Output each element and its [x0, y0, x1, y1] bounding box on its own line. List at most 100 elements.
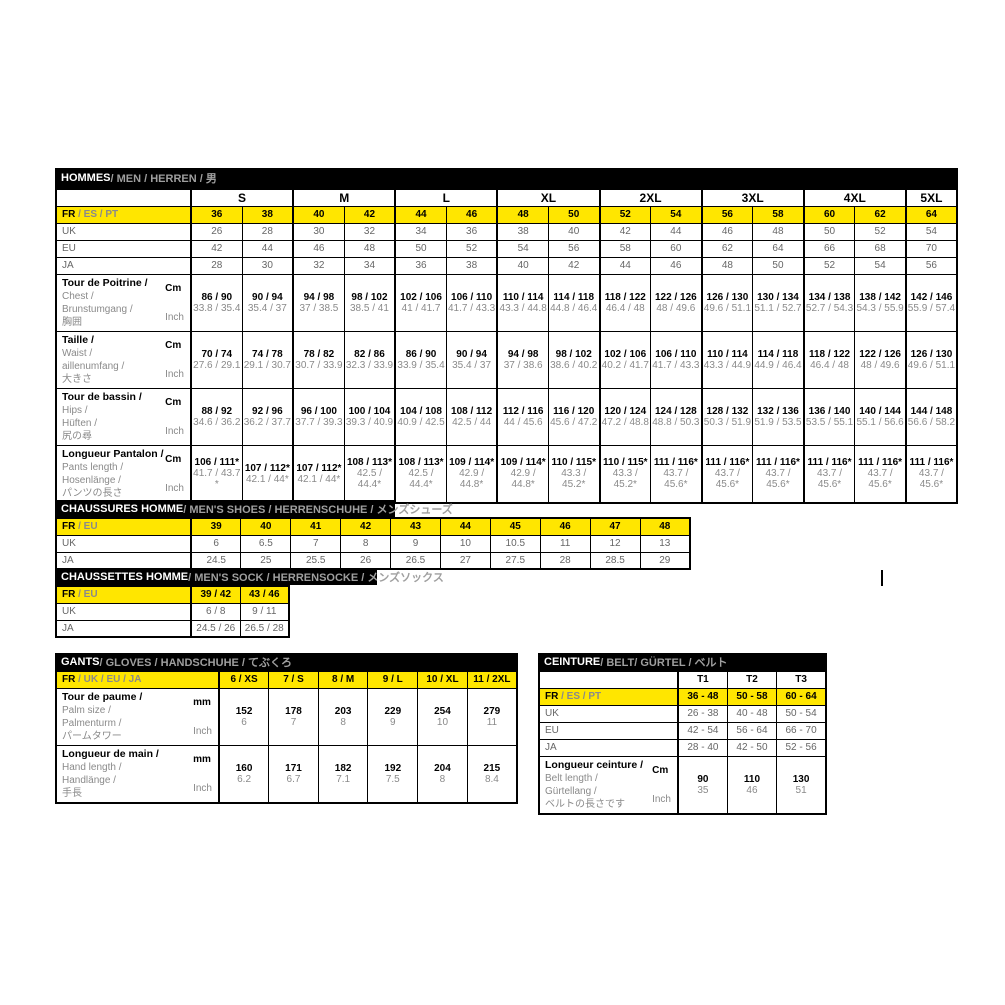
row-label-text: JA	[62, 622, 74, 634]
value-top: 215	[483, 762, 501, 774]
measurement-values: 152 6	[221, 698, 268, 736]
measurement-cell: 134 / 138 52.7 / 54.3	[802, 273, 856, 332]
measurement-values: 106 / 110 41.7 / 43.3	[447, 284, 496, 322]
shoes-size-table: FR / EU 39 40 41 42 43 44 45 46 47 48 UK 6 6.5 7 8 9 10 10…	[55, 517, 691, 570]
value-top: 111 / 116*	[807, 457, 852, 468]
measurement-values: 171 6.7	[270, 755, 318, 793]
measurement-values: 126 / 130 49.6 / 51.1	[704, 284, 752, 322]
value-bottom: 43.3 / 44.8	[499, 302, 547, 314]
measurement-values: 111 / 116* 43.7 / 45.6*	[806, 449, 854, 498]
value-cell: 44	[439, 517, 491, 536]
measurement-cell: 110 / 114 43.3 / 44.9	[700, 330, 754, 389]
value-top: 111 / 116*	[705, 457, 750, 468]
value-top: 88 / 92	[201, 405, 233, 417]
label-line: Tour de bassin /	[62, 390, 142, 403]
measurement-label: Longueur ceinture / Belt length / Gürtella…	[538, 755, 679, 814]
value-top: 118 / 122	[808, 348, 851, 360]
socks-title-sub: / MEN'S SOCK / HERRENSOCKE / メンズソックス	[188, 571, 444, 584]
measurement-values: 118 / 122 46.4 / 48	[602, 284, 650, 322]
value-top: 96 / 100	[300, 405, 337, 417]
value-cell: 66 - 70	[776, 721, 827, 740]
value-cell: 36	[394, 256, 447, 275]
measurement-cell: 109 / 114* 42.9 / 44.8*	[496, 444, 549, 503]
label-line: 手長	[62, 787, 82, 799]
measurement-values: 70 / 74 27.6 / 29.1	[193, 341, 241, 379]
measurement-cell: 229 9	[367, 687, 419, 746]
measurement-values: 136 / 140 53.5 / 55.1	[806, 398, 854, 436]
measurement-values: 229 9	[369, 698, 417, 736]
value-bottom: 41.7 / 43.3	[652, 359, 700, 371]
value-cell: 40 - 48	[726, 704, 778, 723]
value-cell: 66	[802, 239, 856, 258]
value-bottom: 10	[436, 716, 449, 728]
measurement-label: Longueur Pantalon / Pants length / Hosenlä…	[55, 444, 192, 503]
table-row: FR / ES / PT 36 - 48 50 - 58 60 - 64	[538, 687, 827, 706]
value-top: 152	[235, 705, 253, 717]
value-bottom: 44 / 45.6	[503, 416, 543, 428]
value-bottom: 30.7 / 33.9	[295, 359, 343, 371]
measurement-cell: 86 / 90 33.9 / 35.4	[394, 330, 447, 389]
value-bottom: 40.2 / 41.7	[601, 359, 649, 371]
value-cell: 40	[240, 517, 292, 536]
men-table-section: HOMMES / MEN / HERREN / 男 S M L XL 2XL 3XL 4XL…	[55, 168, 958, 504]
measurement-values: 215 8.4	[468, 755, 516, 793]
value-top: 107 / 112*	[296, 462, 342, 474]
measurement-cell: 114 / 118 44.9 / 46.4	[752, 330, 805, 389]
value-top: 130	[792, 773, 810, 785]
measurement-values: 106 / 110 41.7 / 43.3	[652, 341, 701, 379]
value-bottom: 6.2	[237, 773, 252, 785]
row-label: FR / EU	[55, 585, 192, 604]
value-bottom: 43.3 / 44.9	[703, 359, 752, 371]
value-cell: 50 - 58	[726, 687, 778, 706]
value-bottom: 46.4 / 48	[810, 359, 849, 371]
value-cell: 42 - 54	[676, 721, 728, 740]
measurement-values: 110 / 114 43.3 / 44.8	[499, 284, 547, 322]
value-top: 108 / 113*	[346, 457, 392, 468]
label-line: 大きさ	[62, 373, 92, 385]
belt-title: CEINTURE	[544, 655, 601, 668]
unit-top: Cm	[165, 396, 182, 408]
measurement-label: Tour de paume / Palm size / Palmenturm / パー…	[55, 687, 220, 746]
value-top: 144 / 148	[910, 405, 953, 417]
value-cell: 42	[547, 256, 601, 275]
belt-size-table: T1 T2 T3 FR / ES / PT 36 - 48 50 - 58 60 - 64 U…	[538, 670, 827, 815]
measurement-row: Tour de paume / Palm size / Palmenturm / パー…	[55, 687, 518, 746]
men-title-bar: HOMMES / MEN / HERREN / 男	[55, 168, 958, 188]
measurement-values: 111 / 116* 43.7 / 45.6*	[908, 449, 956, 498]
label-line: パンツの長さ	[62, 487, 123, 499]
size-group-header: 5XL	[904, 188, 958, 207]
measurement-cell: 215 8.4	[466, 744, 518, 803]
row-label-sub: / UK / EU / JA	[75, 674, 142, 686]
measurement-cell: 106 / 110 41.7 / 43.3	[650, 330, 703, 389]
measurement-row: Longueur Pantalon / Pants length / Hosenlä…	[55, 444, 958, 503]
value-cell: 10 / XL	[417, 670, 468, 689]
value-top: 94 / 98	[507, 348, 539, 360]
value-top: 136 / 140	[808, 405, 851, 417]
unit-labels: Cm Inch	[165, 446, 184, 502]
value-bottom: 35.4 / 37	[247, 302, 287, 314]
value-top: 110 / 115*	[551, 457, 596, 468]
unit-bottom: Inch	[165, 482, 184, 494]
row-label: UK	[55, 222, 192, 241]
measurement-cell: 203 8	[317, 687, 369, 746]
socks-table-section: CHAUSSETTES HOMME / MEN'S SOCK / HERRENS…	[55, 568, 444, 638]
value-cell: 9 / 11	[239, 602, 290, 621]
row-label: FR / EU	[55, 517, 192, 536]
value-cell: 52	[802, 256, 856, 275]
measurement-values: 142 / 146 55.9 / 57.4	[908, 284, 956, 322]
value-cell: 43	[390, 517, 441, 536]
table-row: UK 26 28 30 32 34 36 38 40 42 44 46 48 50 52 54	[55, 222, 958, 241]
value-top: 108 / 113*	[398, 457, 444, 468]
measurement-values: 110 / 115* 43.3 / 45.2*	[602, 449, 650, 498]
t-size-header: T1	[676, 670, 728, 689]
value-bottom: 49.6 / 51.1	[907, 359, 956, 371]
table-row: FR / EU 39 40 41 42 43 44 45 46 47 48	[55, 517, 691, 536]
value-top: 92 / 96	[252, 405, 283, 417]
gloves-title-sub: / GLOVES / HANDSCHUHE / てぶくろ	[99, 656, 293, 669]
measurement-values: 94 / 98 37 / 38.5	[295, 284, 343, 322]
value-cell: 28	[539, 551, 591, 570]
socks-title-bar: CHAUSSETTES HOMME / MEN'S SOCK / HERRENS…	[55, 568, 444, 585]
value-cell: 46	[650, 256, 703, 275]
value-cell: 28 - 40	[676, 738, 728, 757]
men-size-table: S M L XL 2XL 3XL 4XL 5XL FR / ES / PT 36 38 40 42 44 4…	[55, 188, 958, 504]
